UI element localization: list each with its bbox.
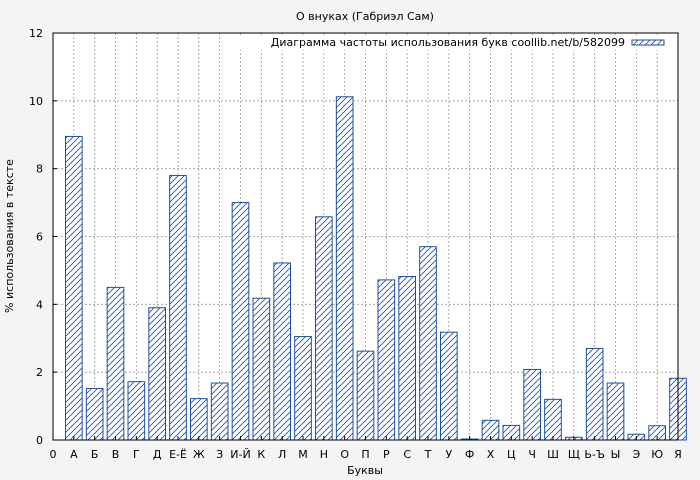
bar-6 (169, 174, 187, 441)
bar-4 (127, 381, 146, 441)
bar-12 (294, 336, 312, 441)
x-tick-label: Я (674, 448, 682, 461)
y-axis-label: % использования в тексте (3, 159, 16, 313)
x-tick-label: О (340, 448, 349, 461)
bar-15 (356, 350, 375, 441)
y-tick-label: 4 (36, 298, 43, 311)
x-tick-label: Т (424, 448, 432, 461)
bar-10 (252, 297, 271, 441)
x-tick-label: Ш (547, 448, 559, 461)
x-tick-label: К (257, 448, 265, 461)
legend-background (240, 35, 672, 50)
y-tick-label: 2 (36, 366, 43, 379)
x-tick-label: Ы (611, 448, 621, 461)
y-tick-label: 12 (29, 27, 43, 40)
bar-2 (85, 387, 104, 441)
bar-17 (398, 276, 417, 441)
legend-label: Диаграмма частоты использования букв coo… (271, 36, 625, 49)
bar-27 (606, 382, 625, 441)
x-tick-label: В (112, 448, 120, 461)
x-tick-label: У (445, 448, 452, 461)
y-tick-label: 10 (29, 95, 43, 108)
chart-title: О внуках (Габриэл Сам) (296, 10, 434, 23)
bar-14 (335, 96, 354, 441)
x-tick-label: Ч (528, 448, 536, 461)
bar-11 (273, 262, 292, 441)
x-tick-label: Г (133, 448, 140, 461)
x-tick-label: С (403, 448, 411, 461)
y-axis: 0 2 4 6 8 10 12 (29, 27, 57, 447)
x-tick-label: Р (383, 448, 390, 461)
x-tick-label: И-Й (230, 448, 250, 461)
x-tick-label: Б (91, 448, 99, 461)
bar-24 (544, 398, 562, 441)
x-tick-label: Ю (651, 448, 663, 461)
y-tick-label: 8 (36, 163, 43, 176)
bar-16 (377, 279, 396, 441)
x-tick-label: Н (320, 448, 328, 461)
y-tick-label: 0 (36, 434, 43, 447)
x-tick-label: Л (278, 448, 286, 461)
y-tick-label: 6 (36, 231, 43, 244)
bar-13 (315, 216, 333, 441)
x-axis-label: Буквы (347, 464, 383, 477)
legend-swatch (631, 39, 665, 46)
bar-7 (190, 398, 208, 441)
x-origin-label: 0 (50, 448, 57, 461)
x-tick-label: З (216, 448, 223, 461)
bar-18 (419, 246, 437, 441)
x-tick-label: Ж (193, 448, 205, 461)
legend: Диаграмма частоты использования букв coo… (240, 35, 672, 50)
bar-23 (523, 368, 541, 441)
x-tick-label: Х (487, 448, 495, 461)
bar-3 (106, 286, 125, 441)
x-axis: 0 А Б В Г Д Е-Ё Ж З И-Й К Л М Н О П Р С Т У Ф Х Ц Ч Ш Щ Ь-Ъ Ы Э Ю Я (50, 436, 682, 461)
x-tick-label: Щ (568, 448, 580, 461)
x-tick-label: П (361, 448, 369, 461)
bar-1 (65, 135, 83, 441)
x-tick-label: Ц (507, 448, 516, 461)
bar-9 (231, 202, 250, 441)
x-tick-label: М (298, 448, 308, 461)
bar-26 (585, 347, 604, 441)
x-tick-label: Д (153, 448, 162, 461)
x-tick-label: Ф (465, 448, 474, 461)
bar-8 (210, 382, 229, 441)
x-tick-label: Е-Ё (169, 448, 187, 461)
x-tick-label: Э (632, 448, 640, 461)
x-tick-label: Ь-Ъ (584, 448, 605, 461)
bar-5 (148, 307, 166, 441)
x-tick-label: А (70, 448, 78, 461)
bar-19 (440, 331, 458, 441)
